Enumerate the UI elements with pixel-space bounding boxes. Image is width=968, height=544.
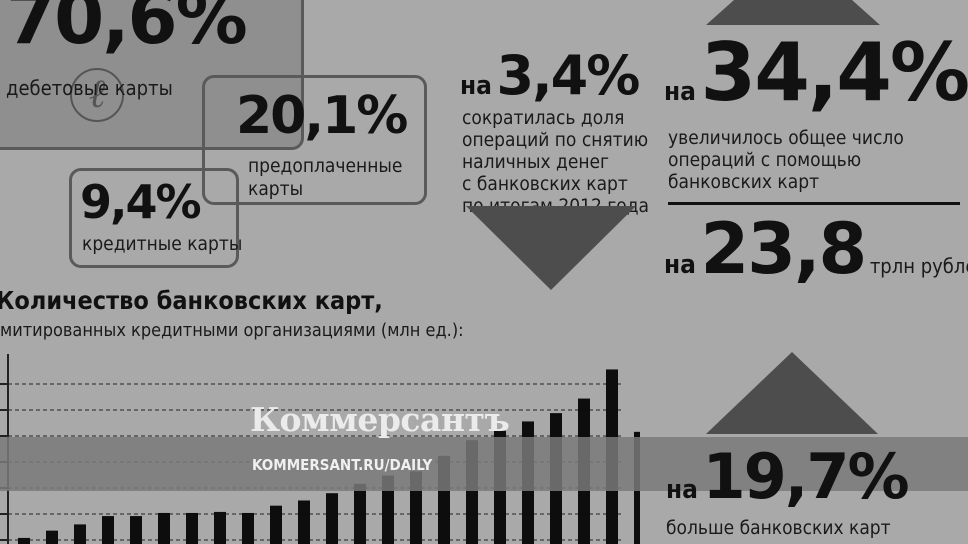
prepaid-share-label-1: предоплаченные	[248, 155, 403, 177]
ruble-logo-icon: ℓ	[70, 68, 124, 122]
ops-count-line: увеличилось общее число	[668, 127, 904, 149]
ops-count-value: 34,4%	[700, 26, 968, 119]
bar	[382, 475, 394, 544]
debit-share-value: 70,6%	[6, 0, 248, 60]
cash-ops-line: наличных денег	[462, 151, 610, 173]
ops-count-prefix: на	[664, 77, 696, 107]
bar	[270, 505, 282, 544]
bar	[298, 500, 310, 544]
bar	[130, 516, 142, 544]
chart-subtitle: митированных кредитными организациями (м…	[0, 320, 464, 341]
credit-share-value: 9,4%	[80, 175, 202, 229]
watermark-url: KOMMERSANT.RU/DAILY	[252, 456, 433, 474]
prepaid-share-value: 20,1%	[236, 86, 408, 146]
up-arrow-icon	[706, 0, 880, 25]
ops-count-line: банковских карт	[668, 171, 820, 193]
ops-count-text: увеличилось общее число операций с помощ…	[668, 127, 904, 193]
cash-ops-value: 3,4%	[496, 44, 641, 107]
ops-count-line: операций с помощью	[668, 149, 862, 171]
ops-volume-unit: трлн рублей	[869, 254, 968, 278]
cash-ops-headline: на 3,4%	[460, 48, 640, 104]
bar	[242, 512, 254, 544]
watermark-brand: Коммерсантъ	[250, 400, 510, 439]
watermark-band	[0, 437, 968, 491]
bar	[74, 524, 86, 544]
bar	[326, 493, 338, 544]
bar	[18, 537, 30, 544]
divider	[668, 202, 960, 205]
cash-ops-line: с банковских карт	[462, 173, 628, 195]
ops-volume-headline: на 23,8 трлн рублей	[664, 212, 968, 286]
credit-share-box	[69, 168, 239, 268]
ops-volume-prefix: на	[664, 250, 696, 280]
cards-growth-prefix: на	[666, 475, 698, 505]
cash-ops-text: сократилась доля операций по снятию нали…	[462, 107, 649, 217]
bar	[46, 530, 58, 544]
up-arrow-icon	[706, 352, 878, 434]
bar	[186, 512, 198, 544]
bar	[214, 511, 226, 544]
cash-ops-line: операций по снятию	[462, 129, 649, 151]
cash-ops-line: сократилась доля	[462, 107, 625, 129]
prepaid-share-label-2: карты	[248, 178, 304, 200]
down-arrow-icon	[466, 206, 636, 290]
debit-share-label: дебетовые карты	[6, 76, 173, 100]
bar	[354, 483, 366, 544]
ops-volume-value: 23,8	[700, 208, 868, 290]
cards-growth-headline: на 19,7%	[666, 444, 910, 510]
cards-growth-text: больше банковских карт	[666, 517, 891, 539]
credit-share-label: кредитные карты	[82, 233, 243, 255]
cash-ops-prefix: на	[460, 71, 492, 101]
bar	[158, 512, 170, 544]
chart-title: Количество банковских карт,	[0, 286, 383, 315]
prepaid-share-box	[202, 75, 427, 205]
ops-count-headline: на 34,4%	[664, 30, 968, 116]
bar	[102, 516, 114, 544]
cards-growth-value: 19,7%	[702, 440, 910, 513]
